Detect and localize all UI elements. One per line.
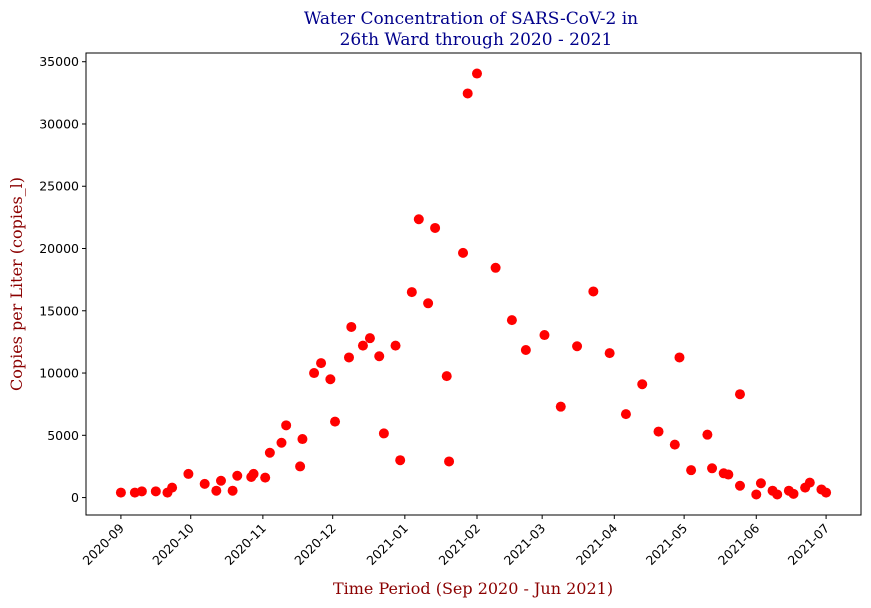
- data-point: [686, 465, 697, 476]
- y-axis-label: Copies per Liter (copies_l): [7, 177, 26, 391]
- data-point: [343, 352, 354, 363]
- data-point: [669, 439, 680, 450]
- data-point: [620, 409, 631, 420]
- data-point: [555, 401, 566, 412]
- data-point: [674, 352, 685, 363]
- data-point: [309, 368, 320, 379]
- x-axis-label: Time Period (Sep 2020 - Jun 2021): [333, 579, 613, 598]
- data-point: [406, 287, 417, 298]
- data-point: [281, 420, 292, 431]
- data-point: [441, 371, 452, 382]
- data-point: [520, 345, 531, 355]
- x-tick-label: 2021-04: [573, 520, 621, 568]
- data-point: [821, 487, 832, 498]
- x-axis-ticks: 2020-09 2020-10 2020-11 2020-12 2021-01 2021-…: [79, 515, 832, 568]
- data-point: [295, 461, 306, 472]
- data-point: [264, 447, 275, 458]
- data-point: [572, 341, 583, 352]
- data-point: [702, 429, 713, 440]
- data-point: [723, 469, 734, 480]
- data-point: [734, 480, 745, 491]
- y-tick-label: 5000: [47, 428, 79, 443]
- x-tick-label: 2020-12: [291, 521, 339, 569]
- data-point: [430, 222, 441, 233]
- data-point: [734, 389, 745, 400]
- x-tick-label: 2021-05: [643, 521, 691, 569]
- y-tick-label: 30000: [39, 116, 79, 131]
- data-point: [330, 416, 341, 427]
- data-point: [150, 486, 161, 497]
- data-point: [115, 487, 126, 498]
- data-point: [772, 489, 783, 500]
- data-point: [395, 455, 406, 466]
- data-point: [423, 298, 434, 309]
- data-point: [490, 262, 501, 273]
- data-point: [588, 286, 599, 297]
- data-point: [346, 321, 357, 332]
- data-point: [227, 485, 238, 496]
- y-tick-label: 15000: [39, 303, 79, 318]
- data-point: [211, 485, 222, 496]
- data-point: [232, 470, 243, 481]
- data-point: [199, 478, 210, 489]
- x-tick-label: 2020-10: [149, 520, 197, 568]
- data-point: [248, 468, 259, 479]
- data-point: [390, 340, 401, 351]
- data-point: [374, 351, 385, 362]
- data-point: [788, 488, 799, 499]
- data-point: [471, 68, 482, 79]
- x-tick-label: 2021-03: [501, 521, 549, 569]
- data-point: [653, 426, 664, 437]
- y-tick-label: 25000: [39, 179, 79, 194]
- data-point: [364, 333, 375, 344]
- data-point: [637, 379, 648, 390]
- data-point: [539, 330, 550, 341]
- x-tick-label: 2020-11: [221, 521, 269, 569]
- data-point: [215, 475, 226, 486]
- y-tick-label: 0: [71, 490, 79, 505]
- data-point: [707, 463, 718, 474]
- data-point: [462, 88, 473, 99]
- y-tick-label: 10000: [39, 366, 79, 381]
- data-point: [316, 358, 327, 369]
- data-point: [755, 478, 766, 489]
- data-point: [325, 374, 336, 385]
- data-point: [167, 482, 178, 493]
- data-point: [136, 486, 147, 497]
- data-point: [444, 456, 455, 467]
- data-points: [115, 68, 832, 500]
- data-point: [804, 477, 815, 488]
- data-point: [751, 489, 762, 500]
- data-point: [183, 468, 194, 479]
- data-point: [604, 348, 615, 359]
- x-tick-label: 2021-01: [363, 521, 411, 569]
- chart-title-line-2: 26th Ward through 2020 - 2021: [340, 30, 613, 50]
- chart-title-line-1: Water Concentration of SARS-CoV-2 in: [304, 9, 638, 29]
- plot-area-frame: [85, 52, 862, 516]
- data-point: [297, 434, 308, 445]
- data-point: [506, 315, 517, 326]
- x-tick-label: 2021-06: [715, 520, 763, 568]
- y-tick-label: 35000: [39, 54, 79, 69]
- x-tick-label: 2020-09: [79, 520, 127, 568]
- y-tick-label: 20000: [39, 241, 79, 256]
- x-tick-label: 2021-02: [436, 521, 484, 569]
- data-point: [357, 340, 368, 351]
- data-point: [458, 247, 469, 258]
- data-point: [276, 437, 287, 448]
- y-axis-ticks: 0 5000 10000 15000 20000 25000 30000 35000: [39, 54, 86, 505]
- data-point: [378, 428, 389, 439]
- data-point: [413, 214, 424, 225]
- data-point: [260, 472, 271, 483]
- x-tick-label: 2021-07: [785, 521, 833, 569]
